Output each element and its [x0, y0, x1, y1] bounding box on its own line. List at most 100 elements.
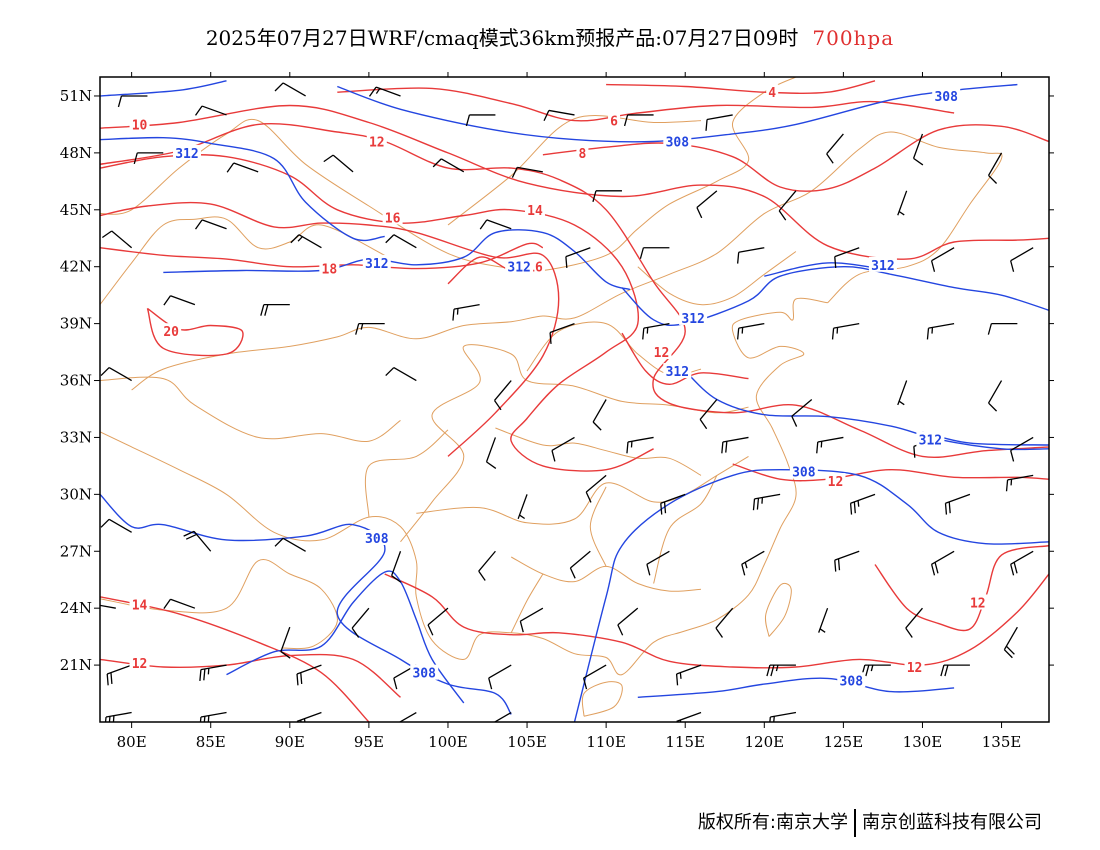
wind-barb [100, 604, 116, 609]
temperature-contour [100, 123, 1049, 458]
wind-barb [163, 598, 196, 609]
height-contour [621, 265, 1049, 327]
boundary-line [131, 131, 1003, 391]
boundary-line [764, 582, 792, 637]
wind-barb [912, 133, 924, 166]
contour-label: 308 [792, 466, 816, 481]
contour-label: 308 [412, 667, 436, 682]
wind-barb [696, 190, 718, 219]
contour-label: 6 [610, 115, 618, 130]
contour-label: 12 [369, 136, 385, 151]
wind-barb [623, 114, 654, 127]
wind-barb [432, 158, 465, 173]
wind-barb [987, 322, 1018, 335]
wind-barb [133, 152, 164, 165]
contour-label-bg [366, 133, 387, 149]
contour-label: 308 [840, 674, 864, 689]
map-title: 2025年07月27日WRF/cmaq模式36km预报产品:07月27日09时 7… [0, 22, 1100, 51]
contour-label-bg [382, 209, 403, 225]
wind-barb [199, 711, 227, 722]
temperature-contour [100, 154, 654, 472]
wind-barb [818, 607, 829, 633]
wind-barb [479, 219, 512, 230]
wind-barb [100, 518, 132, 533]
boundary-line [100, 376, 401, 443]
x-tick-label: 130E [903, 733, 943, 751]
contour-label-bg [916, 431, 945, 447]
wind-barb [831, 322, 860, 340]
wind-barb [660, 493, 686, 515]
wind-barb [940, 664, 970, 677]
height-contour [226, 570, 465, 704]
height-contour [163, 229, 631, 291]
contour-label-bg [129, 596, 150, 612]
temperature-contour [100, 201, 560, 457]
wind-barb [183, 530, 212, 552]
wind-barb [549, 323, 575, 344]
temperature-contour [100, 653, 401, 698]
contour-label-bg [663, 133, 692, 149]
wind-barb [274, 537, 306, 552]
wind-barb [452, 304, 480, 321]
y-tick-label: 24N [60, 599, 92, 617]
wind-barb [849, 493, 876, 515]
temperature-contour [100, 596, 370, 722]
wind-barb [290, 234, 322, 249]
wind-barb [626, 436, 654, 454]
contour-label: 12 [907, 661, 923, 676]
wind-barb [194, 219, 227, 230]
wind-barb [493, 380, 512, 411]
contour-label-bg [576, 144, 589, 160]
contour-label: 308 [934, 90, 958, 105]
wind-barb [675, 711, 702, 722]
temperature-contour [542, 124, 1049, 192]
wind-barb [565, 247, 591, 269]
contour-label: 16 [385, 211, 401, 226]
contour-label-bg [608, 112, 621, 128]
wind-barb [117, 95, 148, 108]
y-tick-label: 27N [60, 542, 92, 560]
temperature-contour [100, 242, 544, 270]
height-contour [337, 83, 1018, 143]
wind-barb [194, 105, 227, 116]
contour-label: 10 [132, 118, 148, 133]
height-contour [573, 469, 1049, 722]
boundary-line [637, 251, 797, 306]
wind-barb [323, 154, 354, 173]
contour-label-bg [505, 258, 534, 274]
wind-barb [721, 436, 749, 454]
wind-barb [368, 86, 401, 97]
wind-barb [101, 230, 133, 249]
boundary-line [100, 297, 828, 676]
x-tick-label: 110E [586, 733, 626, 751]
wind-barb [834, 247, 860, 269]
contour-label-bg [129, 116, 150, 132]
wind-barb [100, 366, 132, 382]
contour-label-bg [129, 655, 150, 671]
wind-barb [816, 436, 844, 454]
y-tick-label: 21N [60, 656, 92, 674]
contour-label-bg [789, 463, 818, 479]
temperature-contour [732, 463, 1049, 482]
wind-barb [1010, 436, 1034, 462]
x-tick-label: 95E [354, 733, 384, 751]
contour-label-bg [679, 309, 708, 325]
temperature-contour [874, 544, 1049, 632]
wind-barb [766, 664, 796, 677]
plot-frame [99, 76, 1050, 723]
contour-label-bg [362, 254, 391, 270]
x-tick-label: 85E [196, 733, 226, 751]
contour-label: 308 [365, 532, 389, 547]
wind-barb [398, 711, 417, 722]
wind-barb [519, 607, 544, 633]
x-tick-label: 80E [117, 733, 147, 751]
contour-label: 14 [132, 598, 148, 613]
wind-barb [752, 493, 781, 511]
contour-label: 14 [527, 204, 543, 219]
wind-barb [585, 474, 607, 503]
contour-label-bg [663, 363, 692, 379]
contour-label-bg [172, 144, 201, 160]
temperature-contour [621, 332, 749, 386]
wind-barb [705, 114, 733, 131]
wind-barb [592, 190, 622, 202]
